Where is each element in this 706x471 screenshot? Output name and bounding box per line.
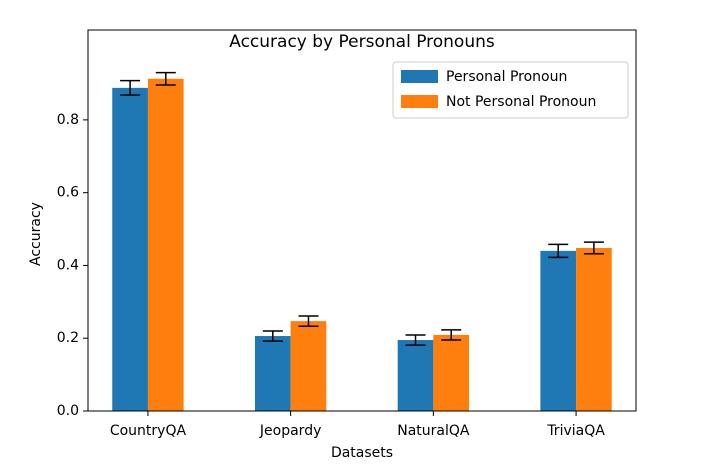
x-tick-label: TriviaQA — [546, 423, 605, 439]
y-tick-label: 0.8 — [57, 112, 79, 128]
y-tick-label: 0.2 — [57, 330, 79, 346]
x-tick-label: NaturalQA — [397, 423, 470, 439]
x-tick-label: CountryQA — [110, 423, 187, 439]
error-bar — [583, 241, 604, 255]
bar — [147, 78, 184, 411]
bar — [254, 336, 291, 411]
bar — [540, 250, 577, 411]
bar — [397, 340, 434, 411]
error-bar — [262, 330, 283, 342]
error-bar — [441, 329, 462, 341]
error-bar — [548, 243, 569, 259]
legend-label: Personal Pronoun — [446, 69, 567, 85]
y-tick-label: 0.4 — [57, 257, 79, 273]
error-bar — [120, 79, 141, 96]
legend-label: Not Personal Pronoun — [446, 94, 596, 110]
x-axis-label: Datasets — [331, 445, 393, 461]
legend-box — [392, 61, 629, 119]
bar — [112, 87, 148, 412]
y-tick-label: 0.0 — [57, 403, 79, 419]
error-bar — [405, 334, 426, 346]
error-bar — [298, 315, 319, 327]
y-axis-label: Accuracy — [28, 202, 44, 266]
chart-title: Accuracy by Personal Pronouns — [229, 32, 495, 52]
y-tick-label: 0.6 — [57, 185, 79, 201]
bar — [576, 247, 612, 411]
bar — [433, 334, 470, 411]
legend-swatch — [401, 70, 438, 83]
x-tick-label: Jeopardy — [259, 423, 321, 439]
plot-frame — [87, 29, 637, 412]
bar — [290, 321, 327, 411]
error-bar — [155, 71, 176, 86]
legend-swatch — [401, 95, 438, 108]
